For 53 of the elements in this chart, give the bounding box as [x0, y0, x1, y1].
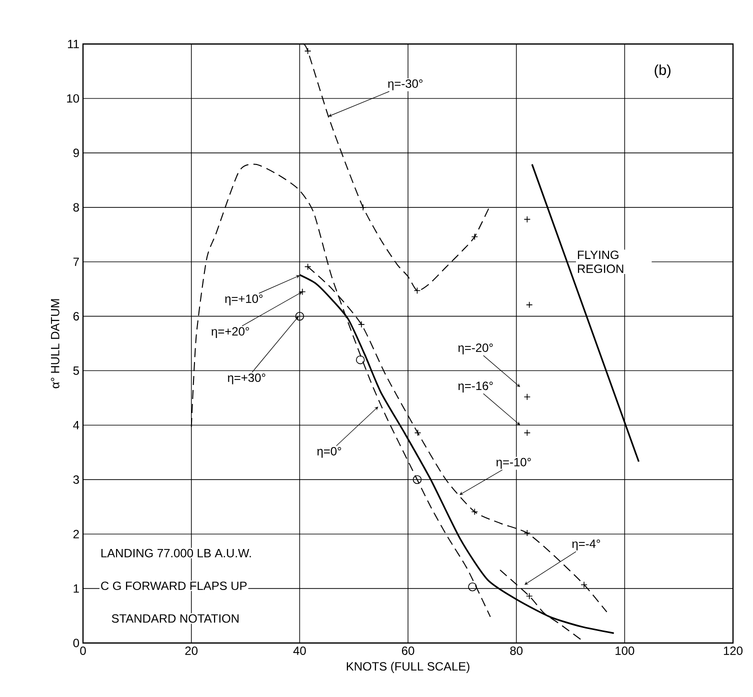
annotation: η=-30° — [388, 79, 423, 90]
annotation: η=+10° — [225, 294, 263, 306]
y-tick-label: 6 — [73, 312, 79, 320]
point — [526, 592, 533, 600]
x-axis-title: KNOTS (FULL SCALE) — [346, 662, 470, 673]
x-tick-label: 120 — [724, 646, 743, 655]
point — [414, 429, 422, 436]
annotation: C G FORWARD FLAPS UP — [101, 582, 247, 590]
y-tick-label: 4 — [73, 421, 80, 430]
annotation: η=-20° — [458, 344, 493, 354]
point — [524, 216, 531, 223]
point — [526, 301, 533, 308]
point — [524, 393, 531, 400]
x-tick-label: 20 — [185, 646, 198, 655]
x-tick-label: 0 — [80, 646, 86, 655]
y-tick-label: 7 — [73, 258, 79, 266]
point — [412, 475, 422, 484]
point — [414, 287, 421, 294]
y-tick-label: 10 — [67, 94, 80, 103]
y-tick-label: 8 — [73, 203, 79, 212]
point — [356, 355, 365, 364]
point — [358, 321, 365, 328]
x-tick-label: 100 — [616, 646, 634, 655]
annotation: (b) — [654, 64, 670, 78]
point — [304, 263, 312, 270]
x-tick-label: 80 — [510, 646, 523, 655]
point — [471, 508, 478, 516]
x-tick-label: 40 — [293, 646, 306, 655]
point — [468, 582, 477, 592]
y-axis-title: α° HULL DATUM — [50, 299, 60, 388]
annotation: η=+30° — [228, 373, 266, 384]
annotation: η=+20° — [212, 327, 250, 338]
annotation: η=-4° — [572, 540, 600, 550]
annotation: η=-16° — [458, 382, 493, 392]
y-tick-label: 1 — [74, 584, 79, 593]
point — [295, 312, 304, 321]
annotation: FLYING REGION — [578, 250, 624, 273]
point — [524, 429, 531, 436]
annotation: η=0° — [317, 446, 342, 458]
point — [304, 48, 312, 54]
point — [471, 233, 478, 240]
y-tick-label: 0 — [73, 638, 80, 648]
y-tick-label: 3 — [73, 475, 79, 484]
point — [580, 581, 588, 588]
x-tick-label: 60 — [402, 646, 414, 655]
y-tick-label: 2 — [73, 530, 79, 538]
point — [524, 530, 531, 536]
annotation: LANDING 77.000 LB A.U.W. — [101, 548, 251, 558]
y-tick-label: 9 — [73, 148, 79, 158]
y-tick-label: 11 — [68, 40, 79, 48]
annotation: η=-10° — [496, 458, 531, 469]
annotation: STANDARD NOTATION — [112, 614, 239, 623]
y-tick-label: 5 — [73, 366, 79, 375]
